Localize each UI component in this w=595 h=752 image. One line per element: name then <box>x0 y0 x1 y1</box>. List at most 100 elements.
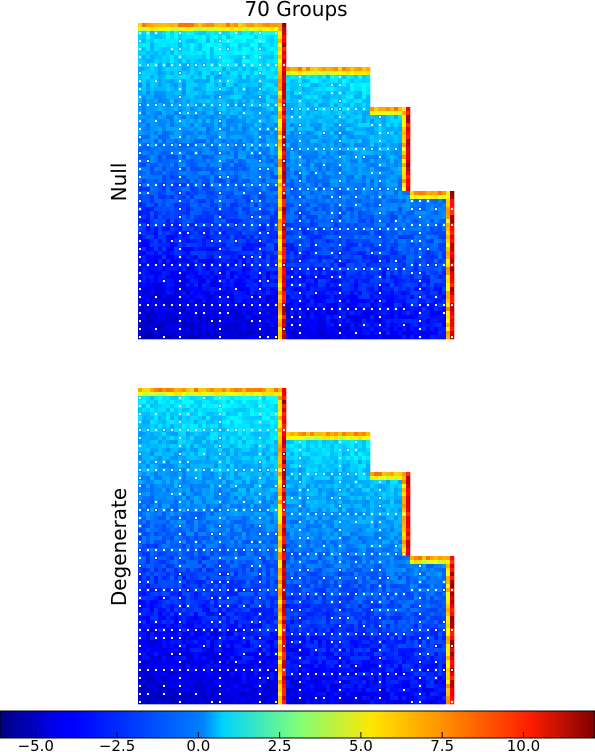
heatmap-cell <box>386 295 390 299</box>
heatmap-cell <box>378 215 382 219</box>
heatmap-cell <box>146 291 150 295</box>
heatmap-cell <box>290 75 294 79</box>
heatmap-cell <box>158 63 162 67</box>
heatmap-cell <box>358 91 362 95</box>
heatmap-cell <box>322 231 326 235</box>
heatmap-cell <box>210 231 214 235</box>
heatmap-cell <box>150 315 154 319</box>
heatmap-cell <box>286 287 290 291</box>
heatmap-cell <box>354 123 358 127</box>
heatmap-cell <box>322 83 326 87</box>
heatmap-cell <box>142 143 146 147</box>
heatmap-cell <box>318 139 322 143</box>
heatmap-cell <box>206 151 210 155</box>
heatmap-cell <box>270 263 274 267</box>
heatmap-cell <box>162 283 166 287</box>
heatmap-cell <box>386 311 390 315</box>
heatmap-cell <box>198 23 202 27</box>
heatmap-cell <box>290 303 294 307</box>
heatmap-cell <box>374 231 378 235</box>
heatmap-cell <box>206 159 210 163</box>
heatmap-cell <box>162 55 166 59</box>
heatmap-cell <box>190 43 194 47</box>
heatmap-cell <box>238 43 242 47</box>
heatmap-cell <box>254 315 258 319</box>
heatmap-cell <box>194 319 198 323</box>
heatmap-cell <box>262 247 266 251</box>
heatmap-cell <box>166 207 170 211</box>
heatmap-cell <box>254 43 258 47</box>
heatmap-cell <box>222 255 226 259</box>
heatmap-cell <box>370 215 374 219</box>
heatmap-cell <box>250 163 254 167</box>
heatmap-cell <box>226 195 230 199</box>
heatmap-cell <box>318 335 322 339</box>
heatmap-cell <box>266 119 270 123</box>
heatmap-cell <box>202 175 206 179</box>
heatmap-cell <box>330 155 334 159</box>
heatmap-cell <box>402 151 406 155</box>
heatmap-cell <box>282 59 286 63</box>
heatmap-cell <box>150 63 154 67</box>
heatmap-cell <box>174 71 178 75</box>
heatmap-cell <box>378 175 382 179</box>
heatmap-cell <box>310 319 314 323</box>
heatmap-cell <box>182 55 186 59</box>
heatmap-cell <box>166 311 170 315</box>
heatmap-cell <box>258 323 262 327</box>
heatmap-cell <box>234 91 238 95</box>
heatmap-cell <box>194 215 198 219</box>
heatmap-cell <box>310 95 314 99</box>
heatmap-cell <box>370 203 374 207</box>
heatmap-cell <box>154 159 158 163</box>
heatmap-cell <box>358 87 362 91</box>
heatmap-cell <box>346 275 350 279</box>
heatmap-cell <box>266 87 270 91</box>
heatmap-cell <box>194 295 198 299</box>
heatmap-cell <box>270 243 274 247</box>
heatmap-cell <box>318 195 322 199</box>
heatmap-cell <box>190 35 194 39</box>
heatmap-cell <box>150 195 154 199</box>
heatmap-cell <box>142 119 146 123</box>
heatmap-cell <box>210 259 214 263</box>
heatmap-cell <box>258 283 262 287</box>
heatmap-cell <box>322 323 326 327</box>
heatmap-cell <box>322 259 326 263</box>
heatmap-cell <box>158 99 162 103</box>
heatmap-cell <box>202 319 206 323</box>
heatmap-cell <box>370 271 374 275</box>
heatmap-cell <box>222 143 226 147</box>
heatmap-cell <box>246 127 250 131</box>
heatmap-cell <box>234 195 238 199</box>
heatmap-cell <box>250 179 254 183</box>
heatmap-cell <box>390 111 394 115</box>
heatmap-cell <box>310 71 314 75</box>
heatmap-cell <box>142 207 146 211</box>
heatmap-cell <box>258 211 262 215</box>
heatmap-cell <box>350 291 354 295</box>
heatmap-cell <box>390 295 394 299</box>
heatmap-cell <box>326 71 330 75</box>
heatmap-cell <box>274 123 278 127</box>
heatmap-cell <box>326 79 330 83</box>
heatmap-cell <box>410 295 414 299</box>
heatmap-cell <box>310 155 314 159</box>
heatmap-cell <box>394 179 398 183</box>
heatmap-cell <box>154 99 158 103</box>
heatmap-cell <box>346 115 350 119</box>
heatmap-cell <box>286 327 290 331</box>
heatmap-cell <box>146 187 150 191</box>
heatmap-cell <box>302 87 306 91</box>
heatmap-cell <box>190 179 194 183</box>
heatmap-cell <box>258 291 262 295</box>
heatmap-cell <box>170 203 174 207</box>
heatmap-cell <box>174 219 178 223</box>
heatmap-cell <box>258 51 262 55</box>
heatmap-cell <box>138 91 142 95</box>
heatmap-cell <box>154 71 158 75</box>
heatmap-cell <box>318 287 322 291</box>
heatmap-cell <box>138 139 142 143</box>
heatmap-cell <box>286 99 290 103</box>
heatmap-cell <box>290 123 294 127</box>
